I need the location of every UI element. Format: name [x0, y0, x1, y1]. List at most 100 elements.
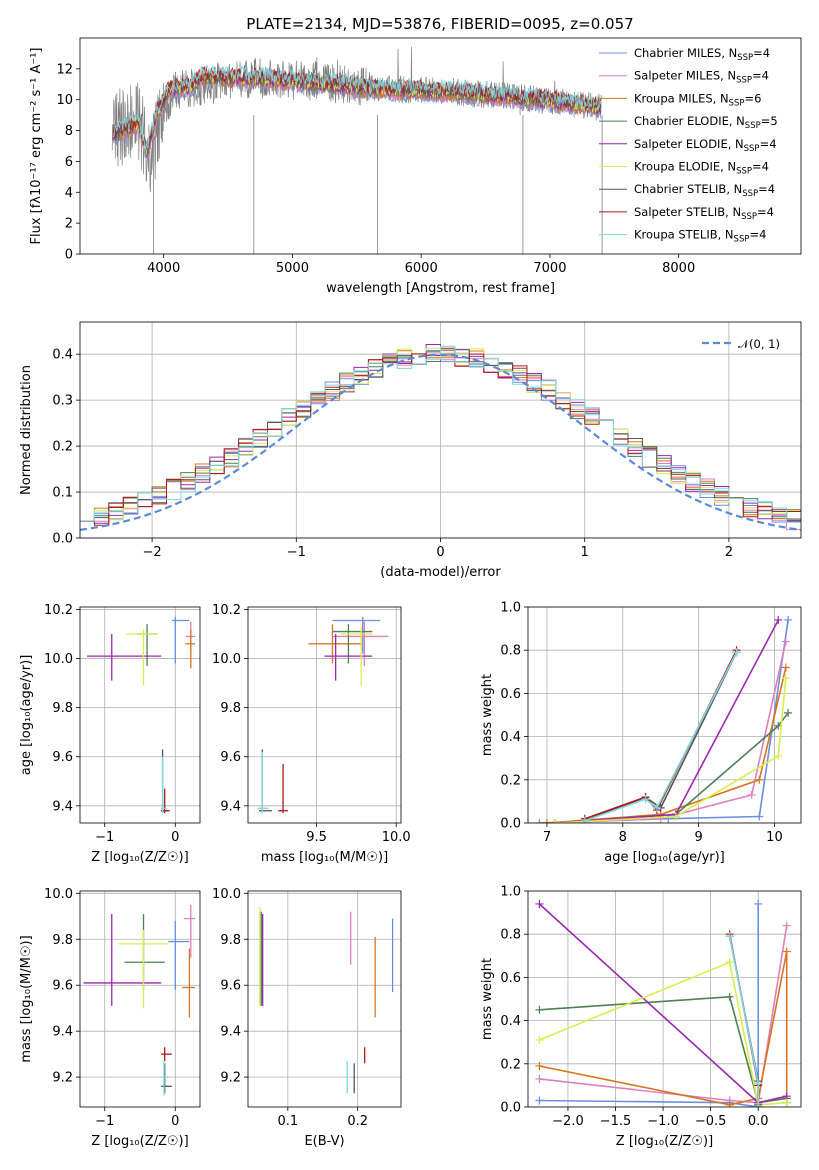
legend-entry: Chabrier STELIB, NSSP=4: [634, 182, 775, 199]
panel-age-vs-Z: −1 0 9.4 9.6 9.8 10.0 10.2 Z [log₁₀(Z/Z☉)] age […: [19, 603, 201, 865]
legend-subscript: SSP: [729, 98, 745, 108]
massweight-vs-age-plot-area: [528, 607, 801, 823]
age-vs-Z-ytick-label: 9.4: [52, 799, 73, 814]
massweight-vs-age-xtick-label: 8: [619, 830, 627, 845]
massweight-vs-age-xtick-label: 7: [543, 830, 551, 845]
residuals-ytick-label: 0.1: [52, 486, 73, 501]
line-kroupa-elodie: [539, 961, 787, 1106]
legend-entry: Chabrier ELODIE, NSSP=5: [634, 114, 778, 131]
spectrum-ytick-label: 2: [65, 217, 73, 232]
massweight-vs-Z-ytick-label: 0.2: [500, 1057, 521, 1072]
massweight-vs-Z-ytick-label: 0.8: [500, 928, 521, 943]
residuals-ylabel: Normed distribution: [19, 365, 34, 495]
massweight-vs-age-ytick-label: 0.0: [500, 817, 521, 832]
spectrum-xlabel: wavelength [Angstrom, rest frame]: [326, 281, 555, 296]
marker-salpeter-miles: [782, 921, 791, 930]
mass-vs-EBV-ytick-label: 9.8: [220, 933, 241, 948]
residuals-ytick-label: 0.0: [52, 532, 73, 547]
marker-kroupa-elodie: [550, 819, 559, 823]
hist-kroupa-stelib: [80, 345, 801, 523]
age-vs-mass-ytick-label: 9.6: [220, 750, 241, 765]
marker-kroupa-elodie: [781, 674, 790, 683]
legend-label: Kroupa STELIB, N: [634, 228, 734, 242]
marker-kroupa-stelib: [641, 795, 650, 804]
spectrum-ylabel: Flux [fλ10⁻¹⁷ erg cm⁻² s⁻¹ A⁻¹]: [29, 48, 44, 245]
legend-subscript: SSP: [742, 189, 758, 199]
marker-chabrier-miles: [784, 615, 793, 624]
line-kroupa-elodie: [554, 678, 787, 823]
marker-kroupa-stelib: [754, 1103, 763, 1107]
legend-entry: Salpeter ELODIE, NSSP=4: [634, 137, 777, 154]
mass-vs-Z-xtick-label: 0: [171, 1114, 179, 1129]
age-vs-Z-xtick-label: −1: [95, 830, 114, 845]
legend-subscript: SSP: [736, 167, 752, 177]
legend-value: =6: [744, 91, 761, 105]
line-kroupa-stelib: [584, 652, 738, 822]
age-vs-mass-ytick-label: 9.4: [220, 799, 241, 814]
residuals-xtick-label: −2: [143, 545, 162, 560]
legend-value: =4: [758, 182, 775, 196]
panel-massweight-vs-age: 7 8 9 10 0.0 0.2 0.4 0.6 0.8 1.0 age [log₁₀(age/yr…: [480, 601, 802, 865]
legend-entry: Chabrier MILES, NSSP=4: [634, 46, 770, 63]
mass-vs-Z-plot-area: [80, 891, 200, 1107]
legend-value: =4: [757, 205, 774, 219]
marker-kroupa-miles: [755, 775, 764, 784]
legend-entry: Salpeter STELIB, NSSP=4: [634, 205, 774, 222]
mass-vs-Z-xtick-label: −1: [95, 1114, 114, 1129]
line-chabrier-stelib: [584, 652, 738, 822]
massweight-vs-age-xtick-label: 10: [766, 830, 783, 845]
panel-spectrum: 4000 5000 6000 7000 8000 0 2 4 6 8 10 12 wavelength …: [29, 37, 802, 296]
age-vs-Z-frame: [79, 606, 201, 824]
legend-subscript: SSP: [744, 144, 760, 154]
age-vs-mass-ytick-label: 10.2: [212, 603, 241, 618]
legend-subscript: SSP: [745, 121, 761, 131]
massweight-vs-Z-ytick-label: 1.0: [500, 885, 521, 900]
spectrum-xtick-label: 8000: [662, 261, 695, 276]
age-vs-Z-ytick-label: 10.0: [44, 652, 73, 667]
marker-salpeter-miles: [747, 790, 756, 799]
massweight-vs-Z-frame: [527, 890, 802, 1108]
legend-subscript: SSP: [736, 76, 752, 86]
spectrum-ytick-label: 10: [56, 93, 73, 108]
mass-vs-Z-ytick-label: 10.0: [44, 887, 73, 902]
legend-label: Chabrier STELIB, N: [634, 182, 742, 196]
legend-entry: Salpeter MILES, NSSP=4: [634, 69, 769, 86]
marker-chabrier-miles: [535, 819, 544, 823]
spectrum-ytick-label: 4: [65, 186, 73, 201]
marker-kroupa-stelib: [754, 1079, 763, 1088]
legend-value: =5: [761, 114, 778, 128]
marker-chabrier-miles: [755, 812, 764, 821]
spectrum-xtick-label: 7000: [533, 261, 566, 276]
legend-subscript: SSP: [734, 235, 750, 245]
mass-vs-EBV-xtick-label: 0.2: [347, 1114, 368, 1129]
age-vs-mass-frame: [247, 606, 402, 824]
age-vs-Z-xtick-label: 0: [171, 830, 179, 845]
spectrum-ytick-label: 0: [65, 248, 73, 263]
residuals-xtick-label: 1: [581, 545, 589, 560]
marker-chabrier-miles: [754, 899, 763, 908]
marker-kroupa-stelib: [580, 816, 589, 823]
marker-chabrier-elodie: [535, 1005, 544, 1014]
legend-label: Chabrier ELODIE, N: [634, 114, 745, 128]
legend-label: Salpeter MILES, N: [634, 69, 736, 83]
age-vs-mass-ytick-label: 10.0: [212, 652, 241, 667]
massweight-vs-Z-xtick-label: 0.0: [748, 1114, 769, 1129]
mass-vs-Z-ytick-label: 9.6: [52, 979, 73, 994]
figure-title: PLATE=2134, MJD=53876, FIBERID=0095, z=0…: [246, 15, 633, 33]
marker-salpeter-elodie: [774, 615, 783, 624]
age-vs-Z-ytick-label: 9.8: [52, 701, 73, 716]
age-vs-Z-xlabel: Z [log₁₀(Z/Z☉)]: [91, 850, 188, 865]
marker-chabrier-miles: [535, 1096, 544, 1105]
marker-kroupa-elodie: [671, 812, 680, 821]
legend-subscript: SSP: [737, 53, 753, 63]
panel-mass-vs-Z: −1 0 9.2 9.4 9.6 9.8 10.0 Z [log₁₀(Z/Z☉)] mass […: [19, 887, 201, 1149]
age-vs-Z-ytick-label: 10.2: [44, 603, 73, 618]
residuals-ytick-label: 0.2: [52, 440, 73, 455]
line-kroupa-miles: [546, 667, 787, 823]
mass-vs-Z-xlabel: Z [log₁₀(Z/Z☉)]: [91, 1134, 188, 1149]
model-spectrum-kroupa-elodie: [113, 69, 602, 154]
marker-salpeter-elodie: [535, 899, 544, 908]
marker-kroupa-elodie: [782, 1098, 791, 1107]
line-chabrier-miles: [539, 904, 759, 1107]
